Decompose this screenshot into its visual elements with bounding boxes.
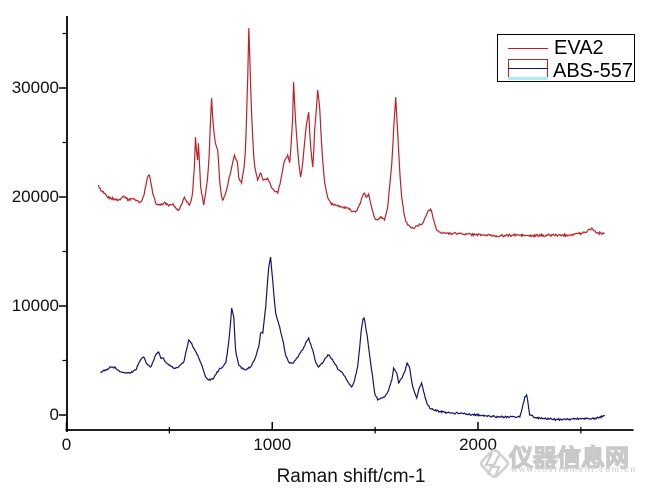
x-tick-label: 0 (61, 435, 72, 454)
y-tick-label: 0 (49, 405, 59, 424)
watermark-site-url: www.instrument.com.cn (511, 465, 637, 474)
y-tick-label: 10000 (11, 296, 59, 315)
legend-navy-line (508, 68, 548, 69)
y-tick-label: 20000 (11, 187, 59, 206)
x-tick-label: 2000 (459, 435, 497, 454)
legend-symbol-abs557 (508, 59, 548, 80)
y-tick-label: 30000 (11, 78, 59, 97)
spectrum-curve-abs-557 (100, 256, 606, 422)
x-axis-title: Raman shift/cm-1 (276, 466, 426, 487)
lightning-logo-icon (480, 449, 509, 478)
legend-cyan-line (508, 77, 548, 80)
watermark-site-name: 仪器信息网 (508, 444, 629, 472)
legend-label-eva2: EVA2 (554, 37, 604, 59)
watermark: 仪器信息网 www.instrument.com.cn (477, 438, 652, 498)
legend-line-sample-eva2 (508, 48, 548, 49)
legend: EVA2 ABS-557 (497, 34, 635, 82)
legend-label-abs557: ABS-557 (553, 60, 634, 82)
x-tick-label: 1000 (253, 435, 292, 454)
spectrum-curve-eva2 (97, 28, 605, 239)
